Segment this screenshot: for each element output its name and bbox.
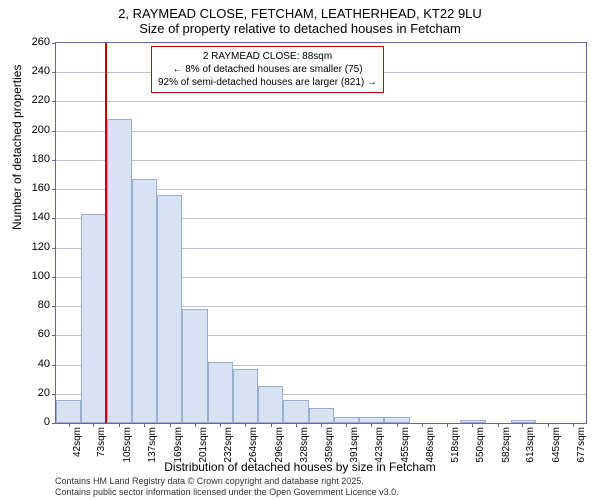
y-axis-label: Number of detached properties xyxy=(10,65,24,230)
xtick-label: 486sqm xyxy=(425,427,436,463)
xtick-label: 201sqm xyxy=(198,427,209,463)
title-line1: 2, RAYMEAD CLOSE, FETCHAM, LEATHERHEAD, … xyxy=(0,0,600,21)
xtick-mark xyxy=(220,423,221,427)
ytick-mark xyxy=(52,394,56,395)
xtick-mark xyxy=(69,423,70,427)
histogram-bar xyxy=(309,408,334,423)
xtick-mark xyxy=(422,423,423,427)
info-line1: 2 RAYMEAD CLOSE: 88sqm xyxy=(158,50,377,63)
ytick-mark xyxy=(52,365,56,366)
xtick-label: 42sqm xyxy=(72,427,83,457)
xtick-mark xyxy=(119,423,120,427)
ytick-mark xyxy=(52,43,56,44)
xtick-mark xyxy=(371,423,372,427)
footer: Contains HM Land Registry data © Crown c… xyxy=(55,476,399,498)
ytick-label: 120 xyxy=(10,241,50,253)
histogram-bar xyxy=(511,420,536,423)
xtick-mark xyxy=(573,423,574,427)
histogram-plot: 42sqm73sqm105sqm137sqm169sqm201sqm232sqm… xyxy=(55,42,587,424)
xtick-mark xyxy=(170,423,171,427)
xtick-mark xyxy=(498,423,499,427)
xtick-mark xyxy=(93,423,94,427)
xtick-label: 455sqm xyxy=(400,427,411,463)
xtick-label: 105sqm xyxy=(122,427,133,463)
ytick-label: 80 xyxy=(10,299,50,311)
xtick-label: 613sqm xyxy=(525,427,536,463)
xtick-label: 169sqm xyxy=(173,427,184,463)
xtick-mark xyxy=(321,423,322,427)
info-box: 2 RAYMEAD CLOSE: 88sqm ← 8% of detached … xyxy=(151,46,384,93)
ytick-mark xyxy=(52,160,56,161)
xtick-label: 391sqm xyxy=(349,427,360,463)
xtick-label: 328sqm xyxy=(299,427,310,463)
ytick-mark xyxy=(52,189,56,190)
ytick-mark xyxy=(52,218,56,219)
xtick-mark xyxy=(472,423,473,427)
footer-line1: Contains HM Land Registry data © Crown c… xyxy=(55,476,399,487)
xtick-mark xyxy=(271,423,272,427)
histogram-bar xyxy=(208,362,233,423)
xtick-label: 423sqm xyxy=(374,427,385,463)
ytick-label: 40 xyxy=(10,358,50,370)
histogram-bar xyxy=(283,400,308,423)
ytick-mark xyxy=(52,306,56,307)
ytick-label: 220 xyxy=(10,94,50,106)
xtick-label: 73sqm xyxy=(96,427,107,457)
ytick-mark xyxy=(52,72,56,73)
xtick-mark xyxy=(296,423,297,427)
histogram-bar xyxy=(56,400,81,423)
histogram-bar xyxy=(107,119,132,423)
ytick-mark xyxy=(52,277,56,278)
gridline xyxy=(56,160,586,161)
xtick-label: 550sqm xyxy=(475,427,486,463)
histogram-bar xyxy=(233,369,258,423)
footer-line2: Contains public sector information licen… xyxy=(55,487,399,498)
xtick-mark xyxy=(346,423,347,427)
xtick-mark xyxy=(397,423,398,427)
ytick-mark xyxy=(52,101,56,102)
info-line3: 92% of semi-detached houses are larger (… xyxy=(158,76,377,89)
title-line2: Size of property relative to detached ho… xyxy=(0,21,600,38)
info-line2: ← 8% of detached houses are smaller (75) xyxy=(158,63,377,76)
ytick-mark xyxy=(52,131,56,132)
ytick-label: 160 xyxy=(10,182,50,194)
xtick-label: 582sqm xyxy=(501,427,512,463)
xtick-mark xyxy=(144,423,145,427)
xtick-label: 232sqm xyxy=(223,427,234,463)
histogram-bar xyxy=(258,386,283,423)
ytick-label: 200 xyxy=(10,124,50,136)
xtick-label: 296sqm xyxy=(274,427,285,463)
ytick-label: 180 xyxy=(10,153,50,165)
ytick-label: 100 xyxy=(10,270,50,282)
histogram-bar xyxy=(81,214,106,423)
histogram-bar xyxy=(132,179,157,423)
ytick-label: 0 xyxy=(10,416,50,428)
gridline xyxy=(56,131,586,132)
xtick-mark xyxy=(195,423,196,427)
ytick-label: 60 xyxy=(10,328,50,340)
ytick-label: 260 xyxy=(10,36,50,48)
xtick-label: 518sqm xyxy=(450,427,461,463)
histogram-bar xyxy=(182,309,207,423)
ytick-label: 240 xyxy=(10,65,50,77)
gridline xyxy=(56,101,586,102)
ytick-mark xyxy=(52,423,56,424)
property-marker-line xyxy=(105,43,107,423)
xtick-mark xyxy=(548,423,549,427)
x-axis-label: Distribution of detached houses by size … xyxy=(0,460,600,474)
xtick-label: 359sqm xyxy=(324,427,335,463)
ytick-label: 140 xyxy=(10,211,50,223)
xtick-label: 677sqm xyxy=(576,427,587,463)
histogram-bar xyxy=(157,195,182,423)
xtick-mark xyxy=(245,423,246,427)
xtick-label: 137sqm xyxy=(147,427,158,463)
xtick-label: 264sqm xyxy=(248,427,259,463)
ytick-mark xyxy=(52,248,56,249)
ytick-mark xyxy=(52,335,56,336)
xtick-label: 645sqm xyxy=(551,427,562,463)
xtick-mark xyxy=(522,423,523,427)
xtick-mark xyxy=(447,423,448,427)
ytick-label: 20 xyxy=(10,387,50,399)
